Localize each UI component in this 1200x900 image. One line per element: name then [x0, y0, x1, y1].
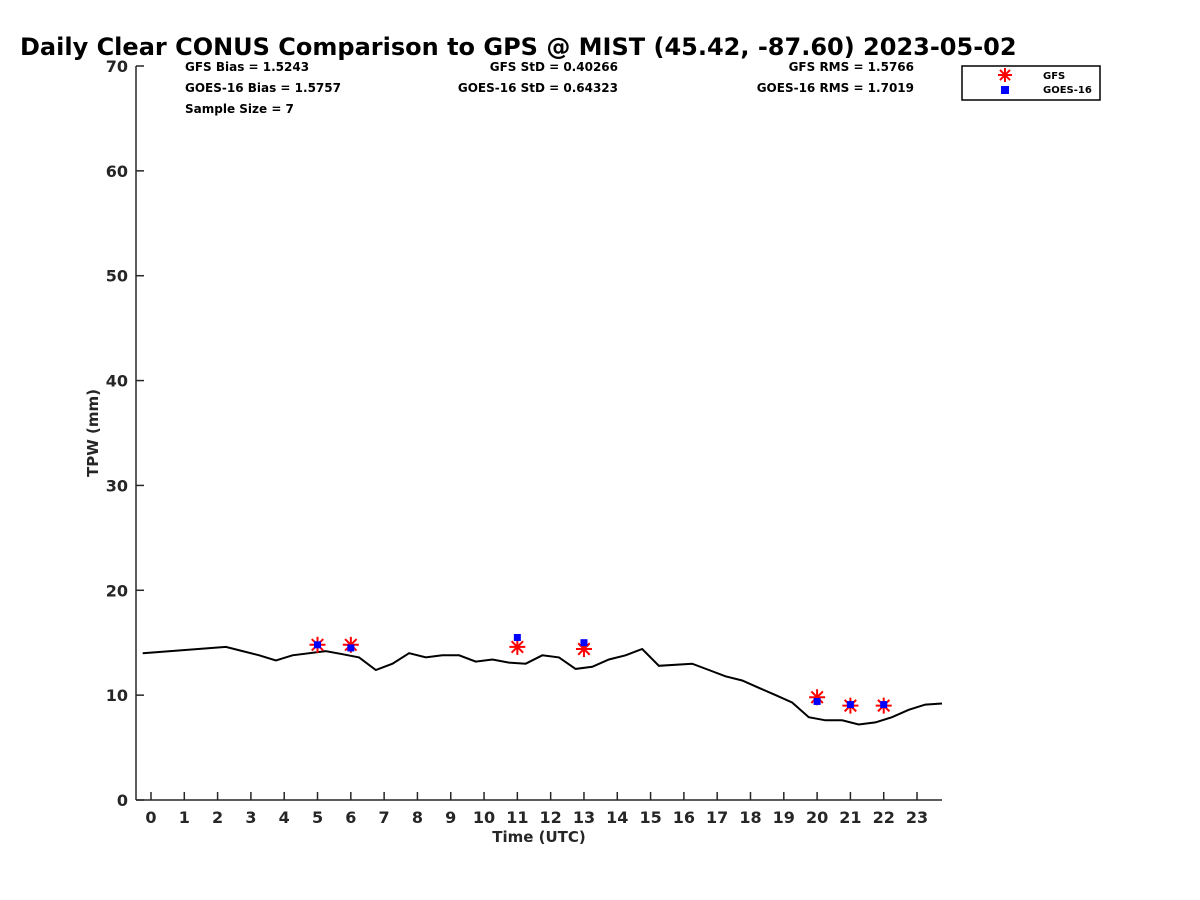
- goes-bias-text: GOES-16 Bias = 1.5757: [185, 81, 341, 95]
- x-tick-label: 16: [673, 808, 695, 827]
- x-tick-label: 8: [412, 808, 423, 827]
- x-tick-label: 21: [839, 808, 861, 827]
- x-tick-label: 2: [212, 808, 223, 827]
- x-tick-label: 10: [473, 808, 495, 827]
- x-tick-label: 11: [506, 808, 528, 827]
- goes-rms-text: GOES-16 RMS = 1.7019: [757, 81, 914, 95]
- x-tick-label: 19: [773, 808, 795, 827]
- x-axis-label: Time (UTC): [492, 828, 586, 846]
- x-tick-label: 12: [540, 808, 562, 827]
- goes16-point: [347, 644, 355, 652]
- gfs-rms-text: GFS RMS = 1.5766: [789, 60, 914, 74]
- goes16-point: [314, 641, 322, 649]
- gfs-std-text: GFS StD = 0.40266: [490, 60, 618, 74]
- legend: GFS GOES-16: [961, 65, 1101, 101]
- x-tick-label: 13: [573, 808, 595, 827]
- gfs-point: [509, 638, 526, 655]
- x-tick-label: 15: [639, 808, 661, 827]
- x-tick-label: 20: [806, 808, 828, 827]
- y-tick-label: 30: [106, 476, 128, 495]
- x-tick-label: 5: [312, 808, 323, 827]
- goes16-point: [513, 633, 521, 641]
- x-tick-label: 6: [345, 808, 356, 827]
- y-tick-label: 0: [117, 791, 128, 810]
- goes16-point: [846, 701, 854, 709]
- x-tick-label: 9: [445, 808, 456, 827]
- goes16-point: [580, 639, 588, 647]
- y-tick-label: 70: [106, 57, 128, 76]
- legend-marker-goes: [1001, 86, 1009, 94]
- y-tick-label: 10: [106, 686, 128, 705]
- y-tick-label: 60: [106, 162, 128, 181]
- x-tick-label: 18: [739, 808, 761, 827]
- legend-label-goes: GOES-16: [1043, 85, 1092, 96]
- y-axis-label: TPW (mm): [84, 389, 102, 477]
- goes16-point: [813, 697, 821, 705]
- y-tick-label: 50: [106, 267, 128, 286]
- legend-box: [961, 65, 1101, 101]
- goes16-point: [880, 701, 888, 709]
- x-tick-label: 22: [873, 808, 895, 827]
- x-tick-label: 3: [245, 808, 256, 827]
- x-tick-label: 0: [145, 808, 156, 827]
- x-tick-label: 23: [906, 808, 928, 827]
- stats-block: GFS Bias = 1.5243 GOES-16 Bias = 1.5757 …: [185, 60, 914, 116]
- gfs-bias-text: GFS Bias = 1.5243: [185, 60, 309, 74]
- y-tick-label: 40: [106, 372, 128, 391]
- y-tick-label: 20: [106, 581, 128, 600]
- gps-line: [142, 645, 943, 726]
- x-tick-label: 17: [706, 808, 728, 827]
- x-tick-label: 1: [179, 808, 190, 827]
- goes-std-text: GOES-16 StD = 0.64323: [458, 81, 618, 95]
- legend-marker-gfs: [998, 68, 1012, 82]
- x-tick-label: 7: [379, 808, 390, 827]
- legend-label-gfs: GFS: [1043, 71, 1065, 82]
- chart-title: Daily Clear CONUS Comparison to GPS @ MI…: [20, 33, 1017, 61]
- sample-size-text: Sample Size = 7: [185, 102, 294, 116]
- x-tick-label: 14: [606, 808, 628, 827]
- x-tick-label: 4: [279, 808, 290, 827]
- plot-area: [142, 633, 943, 726]
